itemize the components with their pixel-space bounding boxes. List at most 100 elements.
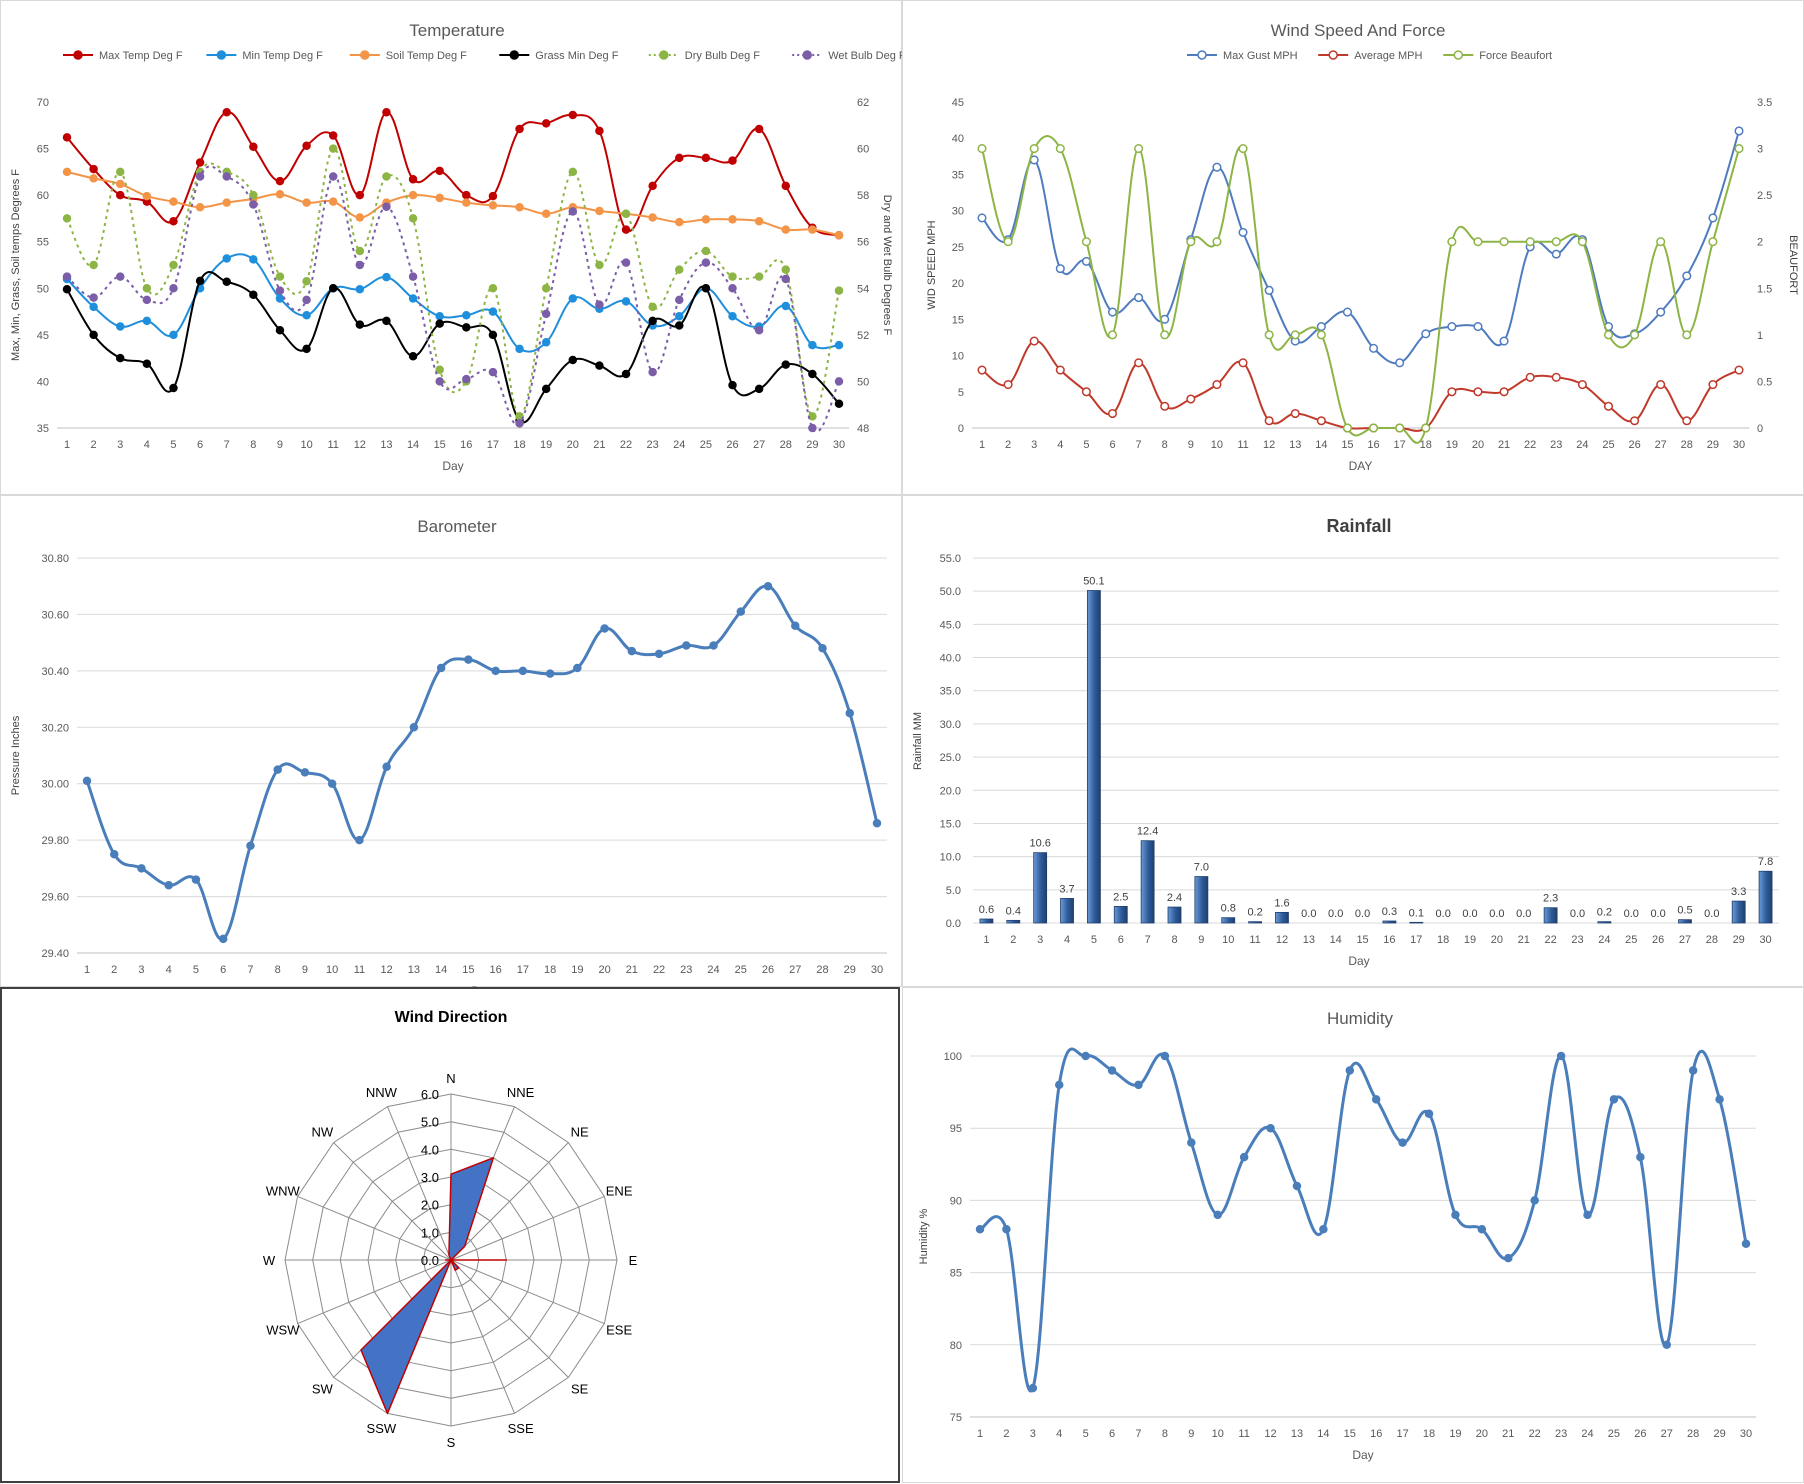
x-tick-label: 28	[1681, 439, 1693, 451]
x-tick-label: 20	[1491, 934, 1503, 946]
data-point	[1160, 330, 1170, 340]
data-point	[675, 295, 684, 305]
legend-marker	[1197, 50, 1207, 60]
data-point	[249, 190, 258, 200]
data-point	[409, 723, 419, 732]
y-tick-label: 29.60	[41, 892, 69, 904]
data-point	[89, 330, 98, 340]
data-point	[1530, 1196, 1539, 1205]
x-tick-label: 30	[1740, 1428, 1752, 1440]
x-tick-label: 10	[1222, 934, 1234, 946]
data-point	[1107, 330, 1118, 340]
data-point	[1187, 1138, 1196, 1147]
data-point	[1081, 237, 1091, 247]
bar-data-label: 7.0	[1194, 862, 1209, 874]
data-point	[675, 217, 684, 227]
x-tick-label: 9	[1198, 934, 1204, 946]
rain-bar	[1678, 919, 1692, 924]
y2-tick-label: 58	[857, 190, 869, 202]
rain-bar	[1248, 921, 1263, 924]
bar-data-label: 2.3	[1543, 893, 1558, 905]
x-tick-label: 6	[197, 439, 203, 451]
y-tick-label: 40	[952, 133, 964, 145]
data-point	[728, 311, 737, 321]
data-point	[1316, 416, 1326, 426]
data-point	[273, 765, 282, 774]
data-point	[791, 621, 800, 630]
x-tick-label: 12	[354, 439, 366, 451]
legend-label: Min Temp Deg F	[242, 50, 323, 62]
radar-category-label: S	[447, 1435, 456, 1450]
bar-data-label: 2.5	[1113, 891, 1128, 903]
x-tick-label: 8	[1171, 934, 1177, 946]
x-tick-label: 12	[1264, 1428, 1276, 1440]
data-point	[89, 260, 98, 270]
y-tick-label: 80	[950, 1340, 962, 1352]
rain-bar	[1409, 921, 1424, 924]
x-tick-label: 16	[1370, 1428, 1382, 1440]
data-point	[1292, 1181, 1302, 1191]
data-point	[728, 284, 737, 293]
radar-category-label: NNW	[366, 1085, 398, 1100]
data-point	[164, 881, 173, 890]
y-tick-label: 15	[952, 314, 964, 326]
rain-bar	[1060, 898, 1074, 924]
data-point	[302, 198, 311, 207]
y2-tick-label: 2.5	[1757, 190, 1772, 202]
data-point	[728, 380, 737, 390]
data-point	[436, 663, 446, 673]
x-axis-title: Day	[471, 984, 492, 988]
wind-speed-chart: Wind Speed And Force05101520253035404500…	[926, 21, 1799, 473]
data-point	[808, 369, 817, 379]
data-point	[834, 230, 844, 240]
legend-label: Max Gust MPH	[1223, 50, 1298, 62]
data-point	[1636, 1152, 1645, 1162]
x-tick-label: 16	[1367, 439, 1379, 451]
data-point	[568, 110, 578, 120]
y2-axis-title: Dry and Wet Bulb Degrees F	[881, 195, 893, 336]
data-point	[115, 190, 125, 200]
data-point	[1238, 144, 1248, 154]
bar-data-label: 0.0	[1436, 908, 1451, 920]
chart-title: Temperature	[409, 21, 504, 40]
data-point	[491, 666, 500, 676]
data-point	[621, 225, 631, 234]
x-tick-label: 18	[1437, 934, 1449, 946]
x-tick-label: 22	[1529, 1428, 1541, 1440]
y-tick-label: 55	[37, 237, 49, 249]
y2-tick-label: 0.5	[1757, 376, 1772, 388]
y-tick-label: 65	[37, 144, 49, 156]
data-point	[328, 131, 338, 140]
data-point	[300, 768, 310, 777]
bar-data-label: 0.0	[1650, 908, 1665, 920]
x-tick-label: 25	[735, 964, 747, 976]
data-point	[169, 383, 178, 393]
data-point	[648, 302, 657, 312]
x-tick-label: 26	[1634, 1428, 1646, 1440]
data-point	[488, 191, 498, 201]
x-tick-label: 7	[1145, 934, 1151, 946]
data-point	[1319, 1225, 1328, 1234]
x-tick-label: 17	[1394, 439, 1406, 451]
rain-bar	[1275, 911, 1289, 924]
series-line	[66, 271, 840, 424]
data-point	[382, 762, 391, 772]
bar-data-label: 50.1	[1083, 576, 1104, 588]
y-axis-title: Humidity %	[918, 1208, 930, 1264]
chart-title: Wind Speed And Force	[1271, 21, 1446, 40]
data-point	[275, 286, 285, 295]
x-tick-label: 20	[1472, 439, 1484, 451]
radar-spoke	[333, 1142, 452, 1261]
data-point	[977, 144, 987, 154]
data-point	[249, 290, 258, 300]
x-tick-label: 21	[626, 964, 638, 976]
x-tick-label: 12	[1263, 439, 1275, 451]
bar-data-label: 0.0	[1704, 908, 1719, 920]
x-tick-label: 25	[1608, 1428, 1620, 1440]
data-point	[1682, 416, 1692, 426]
x-tick-label: 28	[1706, 934, 1718, 946]
x-tick-label: 20	[567, 439, 579, 451]
x-axis-title: Day	[1348, 954, 1369, 968]
x-tick-label: 27	[1661, 1428, 1673, 1440]
x-tick-label: 2	[1003, 1428, 1009, 1440]
